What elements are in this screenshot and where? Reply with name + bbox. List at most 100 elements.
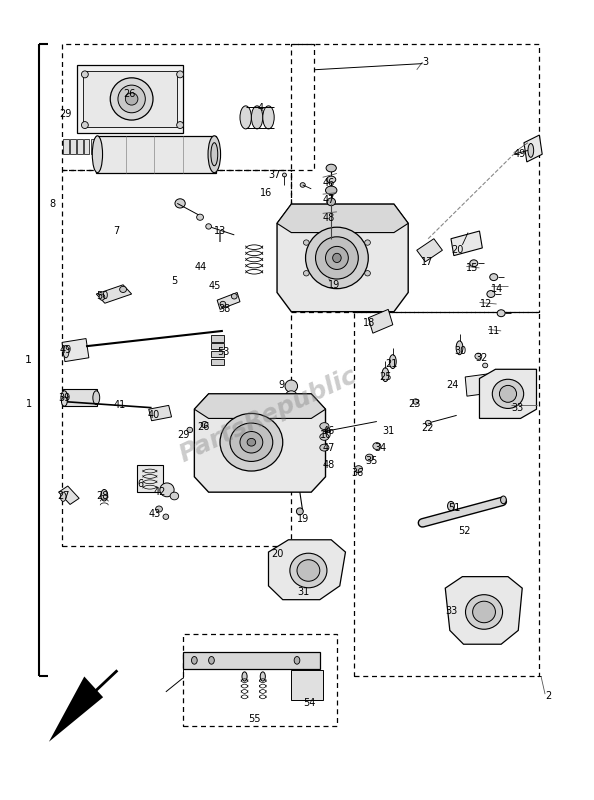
Ellipse shape [305,227,368,289]
Text: 29: 29 [59,109,72,118]
Ellipse shape [156,506,162,512]
Ellipse shape [500,386,517,402]
Text: 44: 44 [194,262,207,272]
Polygon shape [479,370,536,418]
Polygon shape [277,204,408,233]
Text: 49: 49 [59,345,71,355]
Ellipse shape [125,93,138,105]
Text: 52: 52 [458,526,470,535]
Text: 51: 51 [448,502,460,513]
Polygon shape [268,540,346,600]
Text: 48: 48 [323,213,335,223]
Ellipse shape [473,602,495,622]
Text: 42: 42 [153,487,166,497]
Text: 33: 33 [511,402,523,413]
Bar [291,45,539,312]
Ellipse shape [326,246,348,270]
Bar [211,358,224,365]
Text: 11: 11 [488,326,500,336]
Polygon shape [62,338,89,362]
Polygon shape [96,285,132,303]
Polygon shape [446,577,522,644]
Polygon shape [59,486,79,505]
Ellipse shape [320,444,329,451]
Bar [137,466,163,492]
Ellipse shape [327,176,336,183]
Ellipse shape [263,106,274,129]
Text: 46: 46 [323,178,335,189]
Ellipse shape [501,496,506,504]
Ellipse shape [466,594,503,630]
Ellipse shape [300,182,305,187]
Text: 33: 33 [446,606,457,616]
Text: 46: 46 [323,426,335,437]
Ellipse shape [447,502,454,510]
Bar [211,351,224,357]
Text: 27: 27 [58,491,70,501]
Ellipse shape [489,274,498,281]
Ellipse shape [176,71,184,78]
Bar [62,45,314,170]
Ellipse shape [304,240,309,246]
Text: 32: 32 [475,353,487,362]
Text: 24: 24 [447,380,459,390]
Bar [77,139,83,154]
Ellipse shape [251,106,263,129]
Ellipse shape [170,492,179,500]
Text: 19: 19 [297,514,309,524]
Ellipse shape [110,78,153,120]
Text: PartsRepublic: PartsRepublic [176,363,361,467]
Polygon shape [451,231,482,256]
Text: 17: 17 [421,257,434,266]
Ellipse shape [101,490,108,501]
Ellipse shape [390,354,396,369]
Polygon shape [148,406,172,421]
Ellipse shape [175,198,185,208]
Polygon shape [194,394,326,418]
Bar [84,139,90,154]
Ellipse shape [528,143,533,158]
Text: 31: 31 [297,587,309,597]
Polygon shape [368,310,393,333]
Text: 16: 16 [260,188,272,198]
Text: 50: 50 [96,291,109,302]
Ellipse shape [320,422,329,430]
Polygon shape [217,293,240,310]
Ellipse shape [382,368,389,382]
Bar [63,139,69,154]
Ellipse shape [470,260,478,266]
Text: 43: 43 [148,509,161,518]
Ellipse shape [355,466,362,473]
Ellipse shape [326,429,331,433]
Text: 30: 30 [454,346,466,356]
Text: 7: 7 [113,226,119,236]
Ellipse shape [187,427,192,433]
Ellipse shape [492,379,524,409]
Bar [211,335,224,342]
Bar [96,136,216,173]
Ellipse shape [413,399,418,404]
Polygon shape [524,135,542,162]
Ellipse shape [315,237,358,279]
Ellipse shape [482,363,488,368]
Ellipse shape [290,554,327,588]
Text: 53: 53 [217,346,229,357]
Text: 40: 40 [147,410,160,420]
Ellipse shape [163,514,169,519]
Bar [90,139,96,154]
Bar [354,312,539,677]
Ellipse shape [81,71,89,78]
Text: 35: 35 [365,457,378,466]
Ellipse shape [242,672,247,681]
Text: 55: 55 [248,714,261,724]
Text: 47: 47 [323,442,335,453]
Ellipse shape [320,434,329,440]
Text: 4: 4 [257,103,263,113]
Text: 23: 23 [408,399,421,409]
Text: 47: 47 [323,195,335,206]
Ellipse shape [304,270,309,276]
Polygon shape [194,394,326,492]
Text: 12: 12 [479,299,492,309]
Text: 28: 28 [96,491,109,501]
Ellipse shape [283,173,286,177]
